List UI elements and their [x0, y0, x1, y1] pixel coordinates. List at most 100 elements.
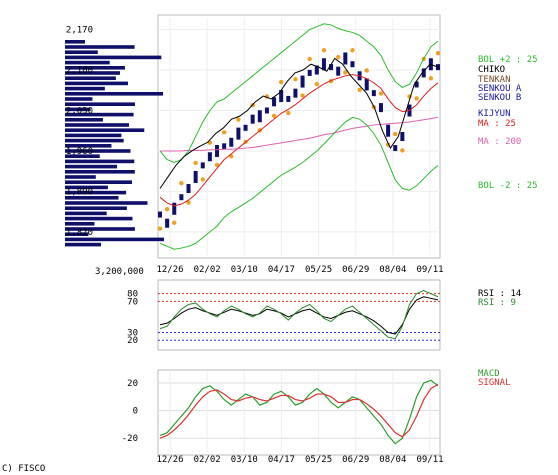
volume-profile-bar — [65, 133, 122, 138]
x-tick-label: 09/11 — [416, 455, 443, 465]
psar-dot — [435, 50, 441, 56]
rsi-panel-frame — [157, 279, 441, 351]
volume-profile-bar — [65, 107, 91, 112]
price-candle — [158, 211, 162, 218]
legend-senkou-b: SENKOU B — [478, 93, 521, 103]
macd-line-signal — [159, 383, 439, 439]
volume-profile-bar — [65, 237, 165, 242]
legend-signal: SIGNAL — [478, 378, 511, 388]
x-tick-label: 06/29 — [342, 265, 369, 275]
legend-senkou-a: SENKOU A — [478, 84, 522, 94]
price-candle — [279, 90, 284, 103]
price-candle — [200, 162, 205, 169]
price-tick-label: 2,100 — [66, 66, 93, 76]
volume-profile-bar — [65, 222, 95, 226]
x-tick-label: 05/25 — [305, 265, 332, 275]
price-line-ma-200 — [160, 116, 439, 152]
price-candle — [186, 184, 191, 194]
x-tick-label: 04/17 — [268, 455, 295, 465]
macd-panel: 20 0 -20 12/26 02/02 03/10 04/17 05/25 06/29 08/… — [122, 369, 511, 465]
volume-profile-bar — [65, 123, 129, 127]
psar-dot — [278, 79, 284, 85]
psar-dot — [293, 76, 298, 82]
volume-profile-bar — [65, 201, 148, 205]
psar-dot — [164, 207, 170, 212]
price-candle — [378, 103, 383, 113]
volume-profile-bar — [65, 138, 124, 143]
price-candle — [272, 97, 277, 107]
rsi-tick-label: 20 — [127, 336, 138, 346]
price-candle — [165, 218, 170, 228]
price-candle — [293, 88, 298, 98]
volume-profile-bar — [65, 55, 162, 60]
psar-dot — [400, 148, 405, 153]
volume-profile-bar — [65, 92, 164, 96]
rsi-tick-label: 70 — [127, 297, 138, 307]
psar-dot — [221, 130, 227, 135]
price-candle — [421, 68, 426, 78]
x-tick-label: 08/04 — [379, 455, 406, 465]
psar-dot — [179, 180, 184, 186]
volume-profile-bar — [65, 81, 128, 86]
price-line-bol-2-25 — [159, 116, 439, 250]
macd-tick-label: 0 — [133, 407, 138, 417]
volume-profile-bar — [65, 242, 102, 247]
psar-dot — [378, 91, 384, 96]
volume-profile-bar — [65, 180, 133, 184]
price-line-chiko — [159, 57, 439, 189]
price-candle — [286, 95, 291, 102]
volume-profile-bar — [65, 86, 105, 91]
price-tick-label: 1,820 — [66, 228, 93, 238]
volume-profile-bar — [65, 102, 135, 106]
psar-dot — [336, 54, 341, 60]
price-candle — [193, 170, 198, 183]
x-tick-label: 05/25 — [305, 455, 332, 465]
legend-ma-200: MA : 200 — [478, 137, 521, 147]
volume-profile-bar — [65, 216, 133, 221]
price-candle — [222, 143, 227, 150]
price-candle — [364, 78, 369, 91]
price-candle — [229, 137, 234, 147]
volume-profile-bar — [65, 76, 116, 80]
price-candle — [386, 124, 391, 137]
psar-dot — [157, 226, 163, 231]
volume-profile-bar — [65, 112, 134, 117]
price-candle — [300, 75, 305, 88]
volume-profile-bar — [65, 66, 125, 70]
x-tick-label: 03/10 — [231, 455, 258, 465]
rsi-line-rsi-9 — [159, 289, 439, 340]
x-tick-label: 12/26 — [156, 265, 183, 275]
price-candle — [207, 152, 212, 162]
legend-macd: MACD — [478, 369, 500, 379]
x-tick-label: 09/11 — [416, 265, 443, 275]
volume-profile-bar — [65, 50, 98, 54]
psar-dot — [393, 131, 398, 137]
psar-dot — [186, 200, 191, 205]
x-tick-label: 03/10 — [231, 265, 258, 275]
price-line-ma-25 — [159, 74, 439, 207]
macd-tick-label: -20 — [122, 434, 138, 444]
volume-profile-bar — [65, 71, 120, 75]
legend-rsi-14: RSI : 14 — [478, 289, 521, 299]
legend-kijyun: KIJYUN — [478, 109, 511, 119]
psar-dot — [364, 68, 369, 73]
volume-profile-bar — [65, 128, 145, 132]
volume-profile-bar — [65, 45, 135, 49]
price-candle — [307, 69, 312, 76]
volume-profile-bar — [65, 175, 96, 179]
psar-dot — [271, 113, 277, 119]
psar-dot — [428, 76, 434, 81]
psar-dot — [193, 160, 198, 166]
macd-line-macd — [159, 379, 439, 445]
volume-profile-bar — [65, 227, 135, 231]
x-tick-label: 04/17 — [268, 265, 295, 275]
legend-bol-2-25: BOL +2 : 25 — [478, 55, 538, 65]
price-candle — [172, 202, 177, 215]
price-panel: 2,170 2,100 2,030 1,960 1,890 1,820 12/26 02/0… — [65, 14, 538, 275]
volume-profile-bar — [65, 190, 127, 195]
volume-profile-bar — [65, 60, 110, 65]
x-tick-label: 12/26 — [156, 455, 183, 465]
price-panel-frame — [157, 14, 441, 259]
